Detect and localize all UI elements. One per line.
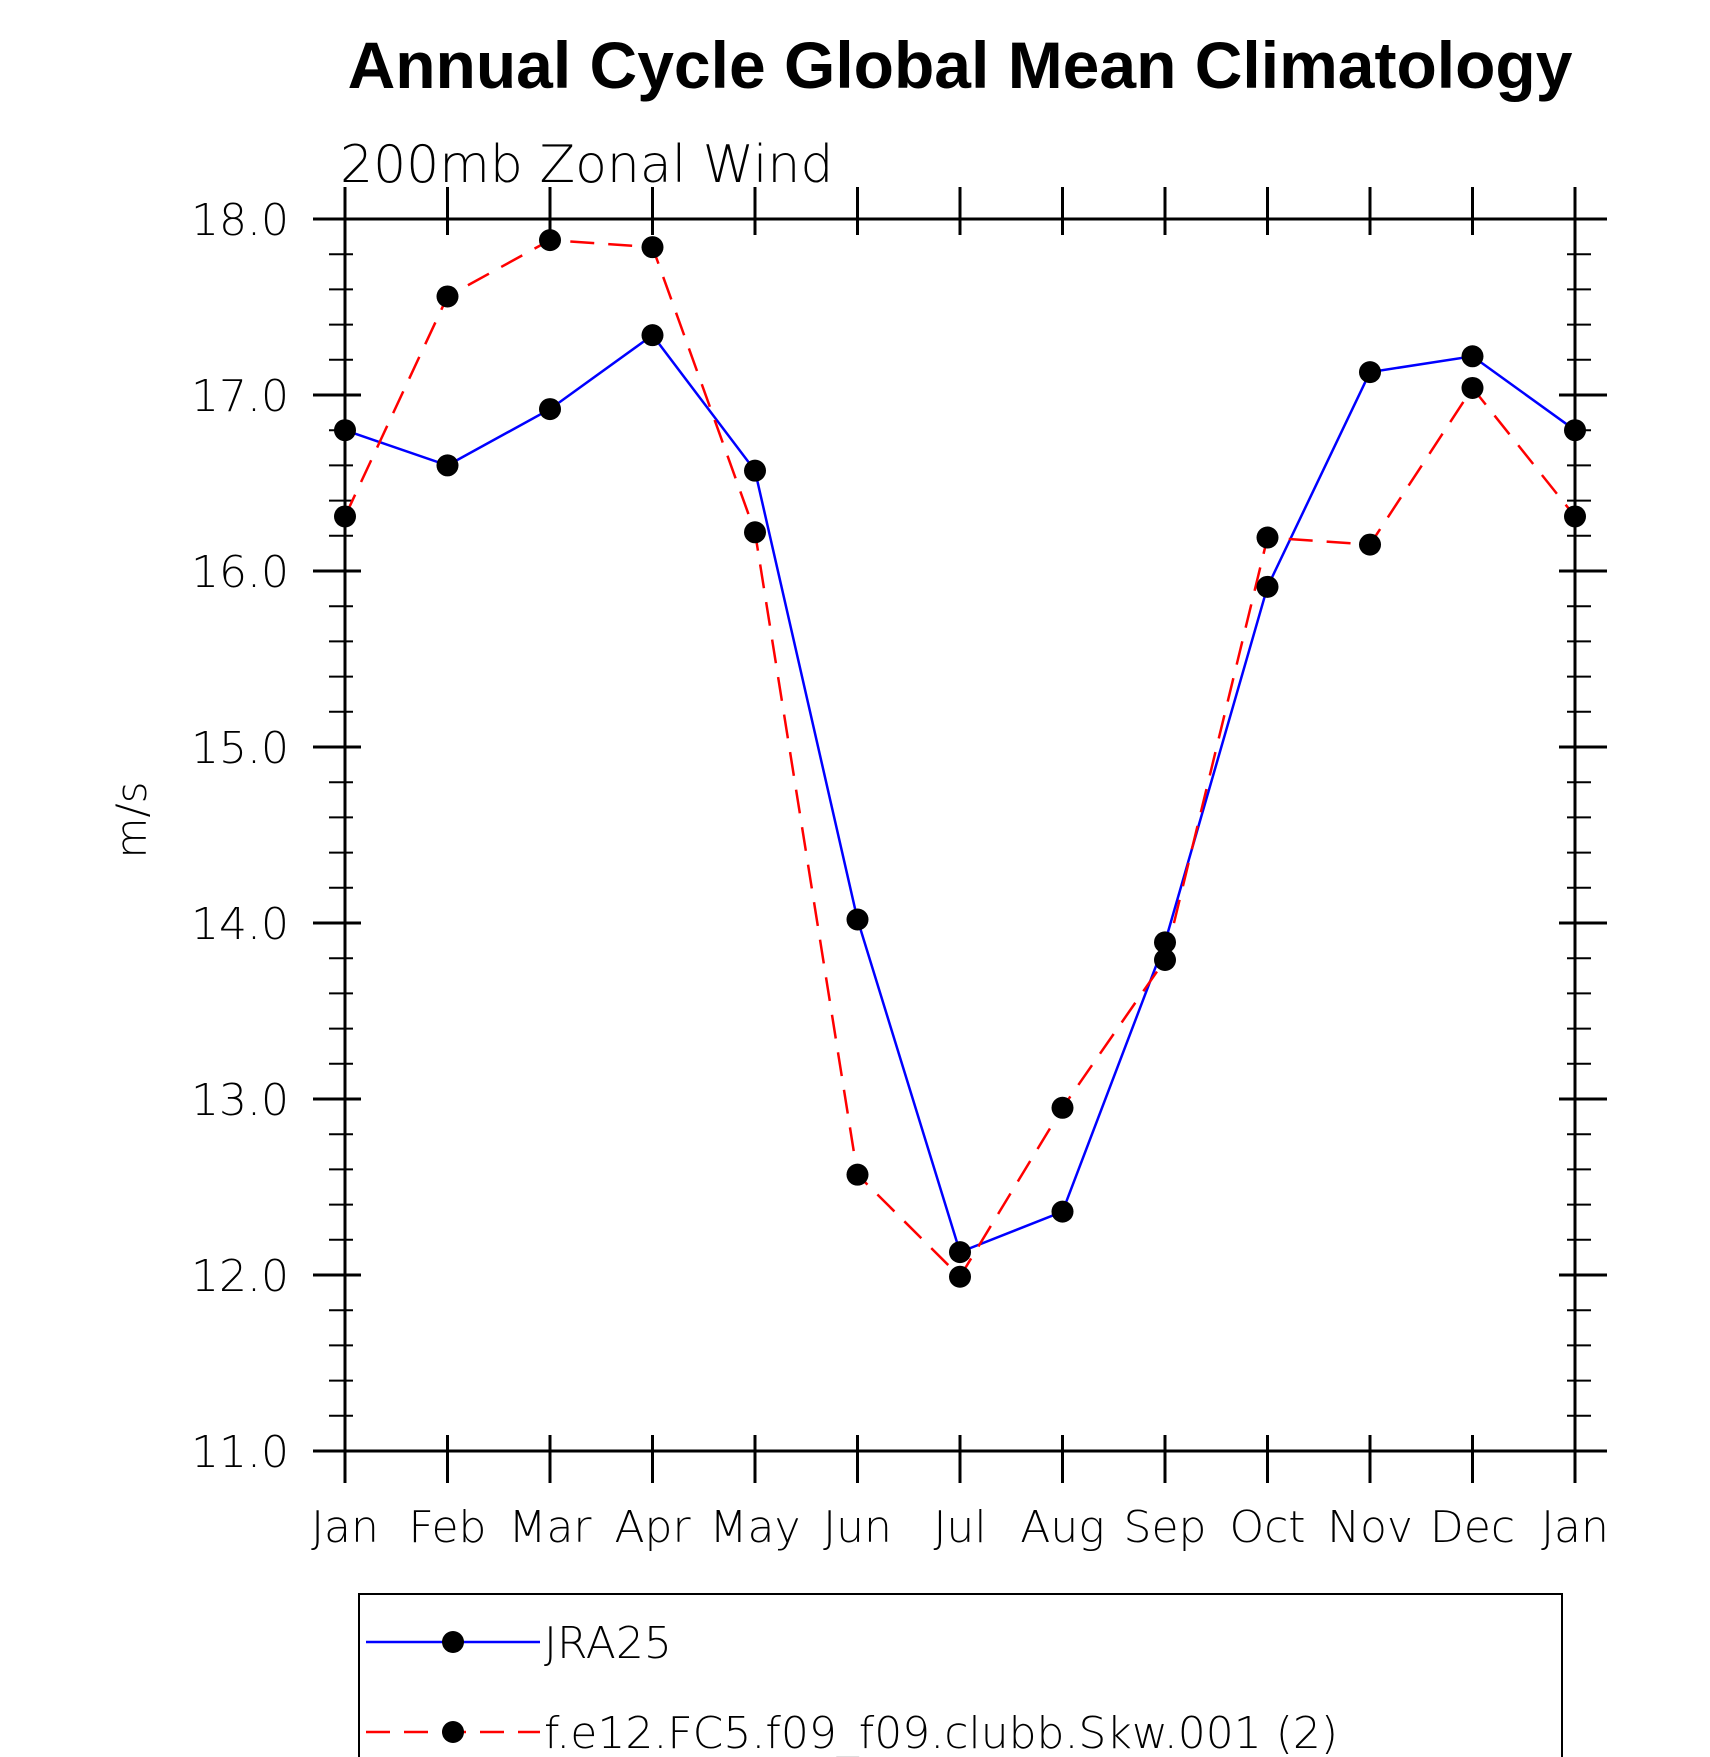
chart-title: Annual Cycle Global Mean Climatology xyxy=(348,28,1573,102)
y-tick-label: 18.0 xyxy=(191,195,289,246)
y-tick-label: 16.0 xyxy=(191,547,289,598)
y-tick-label: 11.0 xyxy=(191,1427,289,1478)
series-0-point xyxy=(1564,419,1586,442)
y-tick-label: 15.0 xyxy=(191,723,289,774)
y-tick-label: 13.0 xyxy=(191,1075,289,1126)
x-tick-label: Dec xyxy=(1430,1502,1515,1553)
series-layer xyxy=(334,229,1586,1288)
x-tick-labels: Jan Feb Mar Apr May Jun Jul Aug Sep Oct Nov Dec Jan xyxy=(311,1502,1609,1553)
y-tick-label: 12.0 xyxy=(191,1251,289,1302)
series-1-point xyxy=(846,1163,869,1186)
series-1-point xyxy=(1154,948,1176,971)
legend-label-model: f.e12.FC5.f09_f09.clubb.Skw.001 (2) xyxy=(544,1708,1338,1757)
x-tick-label: Jul xyxy=(933,1502,986,1553)
x-tick-label: Nov xyxy=(1327,1502,1413,1553)
x-tick-label: Aug xyxy=(1020,1502,1104,1553)
chart-subtitle: 200mb Zonal Wind xyxy=(340,135,833,195)
series-0-point xyxy=(1461,345,1484,368)
series-line-1 xyxy=(343,238,1576,1279)
series-0-point xyxy=(1051,1200,1074,1223)
legend-box xyxy=(358,1593,1563,1757)
series-0-point xyxy=(641,324,664,347)
legend-marker-model xyxy=(442,1721,464,1743)
series-1-point xyxy=(1359,533,1381,556)
series-1-point xyxy=(641,236,664,259)
x-tick-label: Feb xyxy=(409,1502,487,1553)
series-0-point xyxy=(334,419,356,442)
y-tick-labels: 11.0 12.0 13.0 14.0 15.0 16.0 17.0 18.0 xyxy=(191,195,289,1478)
series-1-point xyxy=(436,285,459,308)
series-1-point xyxy=(1564,505,1586,528)
x-tick-label: Apr xyxy=(614,1502,691,1553)
series-0-point xyxy=(539,398,561,421)
series-1-point xyxy=(1051,1096,1074,1119)
y-tick-label: 14.0 xyxy=(191,899,289,950)
series-1-point xyxy=(539,229,561,252)
y-axis-label: m/s xyxy=(107,782,156,859)
series-line-0 xyxy=(344,333,1576,1254)
tick-marks xyxy=(313,187,1607,1483)
series-1-point xyxy=(1256,526,1279,549)
series-0-point xyxy=(846,908,869,931)
series-0-point xyxy=(1359,361,1381,384)
x-tick-label: Jun xyxy=(823,1502,892,1553)
legend-marker-jra25 xyxy=(442,1631,464,1653)
series-0-point xyxy=(1154,931,1176,954)
x-tick-label: Oct xyxy=(1229,1502,1305,1553)
series-0-point xyxy=(436,454,459,477)
series-0-point xyxy=(744,459,766,482)
series-1-point xyxy=(744,521,766,544)
series-0-point xyxy=(1256,575,1279,598)
legend-label-jra25: JRA25 xyxy=(544,1618,672,1669)
series-1-point xyxy=(334,505,356,528)
x-tick-label: Jan xyxy=(1541,1502,1609,1553)
x-tick-label: Jan xyxy=(311,1502,379,1553)
x-tick-label: Mar xyxy=(508,1502,592,1553)
x-tick-label: May xyxy=(710,1502,801,1553)
series-1-point xyxy=(949,1265,971,1288)
series-0-point xyxy=(949,1241,971,1264)
series-1-point xyxy=(1461,376,1484,399)
x-tick-label: Sep xyxy=(1124,1502,1207,1553)
y-tick-label: 17.0 xyxy=(191,371,289,422)
legend: JRA25 f.e12.FC5.f09_f09.clubb.Skw.001 (2… xyxy=(358,1593,1563,1757)
